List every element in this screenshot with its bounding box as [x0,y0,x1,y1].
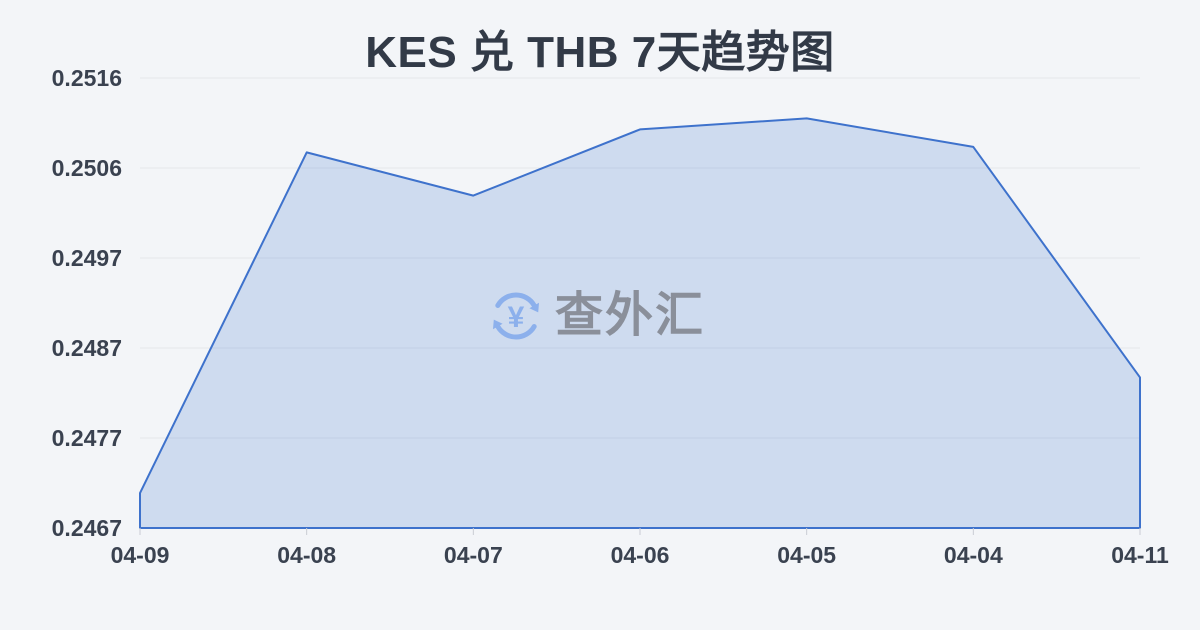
top-arc [495,292,537,308]
x-axis-label: 04-04 [943,542,1003,568]
arrowhead-left [493,319,503,330]
watermark-text: 查外汇 [555,289,706,342]
currency-exchange-icon: ¥ [493,292,539,340]
y-axis-label: 0.2516 [51,65,122,91]
yen-symbol: ¥ [508,301,525,334]
y-axis-label: 0.2467 [51,515,122,541]
y-axis-label: 0.2497 [51,245,122,271]
x-axis-label: 04-11 [1111,542,1169,568]
x-axis-label: 04-09 [110,542,170,568]
watermark: ¥ 查外汇 [487,287,705,345]
x-axis-label: 04-08 [277,542,337,568]
x-axis-label: 04-06 [610,542,670,568]
y-axis-label: 0.2506 [51,155,122,181]
bottom-arc [495,324,537,340]
y-axis-label: 0.2477 [51,425,122,451]
x-axis-label: 04-07 [443,542,503,568]
x-axis-label: 04-05 [777,542,837,568]
y-axis-label: 0.2487 [51,335,122,361]
chart-title: KES 兑 THB 7天趋势图 [365,28,835,77]
arrowhead-right [529,302,539,313]
